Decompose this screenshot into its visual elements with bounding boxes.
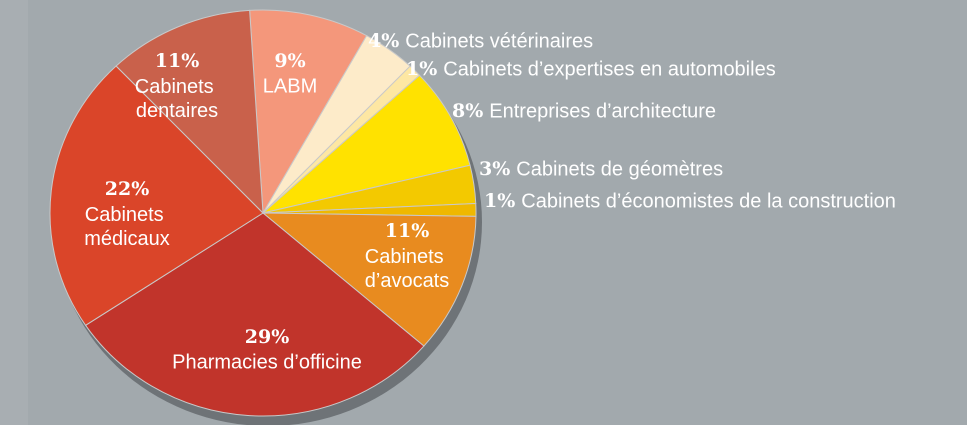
pie-slice bbox=[262, 74, 471, 214]
category-label: Cabinets d’économistes de la constructio… bbox=[521, 190, 896, 212]
value-label: 29% bbox=[245, 326, 290, 348]
value-label: 3% bbox=[479, 158, 510, 180]
category-label: Pharmacies d’officine bbox=[172, 351, 362, 373]
category-label: Cabinets d’avocats bbox=[365, 246, 450, 292]
category-label: Cabinets vétérinaires bbox=[405, 30, 593, 52]
category-label: Cabinets de géomètres bbox=[516, 158, 723, 180]
category-label: LABM bbox=[263, 75, 317, 97]
pie-slice bbox=[261, 212, 477, 347]
value-label: 1% bbox=[406, 58, 437, 80]
side-panel bbox=[0, 0, 28, 425]
label-line: Cabinets bbox=[135, 76, 220, 98]
label-line: dentaires bbox=[136, 100, 218, 122]
label-line: médicaux bbox=[84, 228, 170, 250]
pie-slice bbox=[249, 9, 368, 215]
label-line: Cabinets bbox=[85, 204, 170, 226]
category-label: Cabinets d’expertises en automobiles bbox=[443, 58, 775, 80]
category-label: Cabinets dentaires bbox=[135, 76, 220, 122]
value-label: 11% bbox=[155, 50, 200, 72]
value-label: 1% bbox=[484, 190, 515, 212]
label-line: Cabinets bbox=[365, 246, 450, 268]
value-label: 9% bbox=[274, 50, 305, 72]
value-label: 11% bbox=[385, 220, 430, 242]
pie-slice bbox=[115, 9, 264, 215]
category-label: Entreprises d’architecture bbox=[489, 100, 716, 122]
value-label: 4% bbox=[368, 30, 399, 52]
pie-slice bbox=[84, 212, 425, 417]
value-label: 8% bbox=[452, 100, 483, 122]
pie-slice bbox=[49, 65, 264, 327]
category-label: Cabinets médicaux bbox=[84, 204, 170, 250]
label-line: d’avocats bbox=[365, 270, 450, 292]
value-label: 22% bbox=[105, 178, 150, 200]
